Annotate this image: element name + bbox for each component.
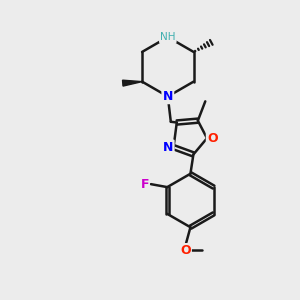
Text: NH: NH (160, 32, 176, 42)
Polygon shape (122, 80, 142, 86)
Text: N: N (163, 141, 173, 154)
Text: N: N (163, 90, 173, 103)
Text: O: O (207, 132, 218, 145)
Text: F: F (141, 178, 149, 190)
Text: O: O (181, 244, 191, 256)
